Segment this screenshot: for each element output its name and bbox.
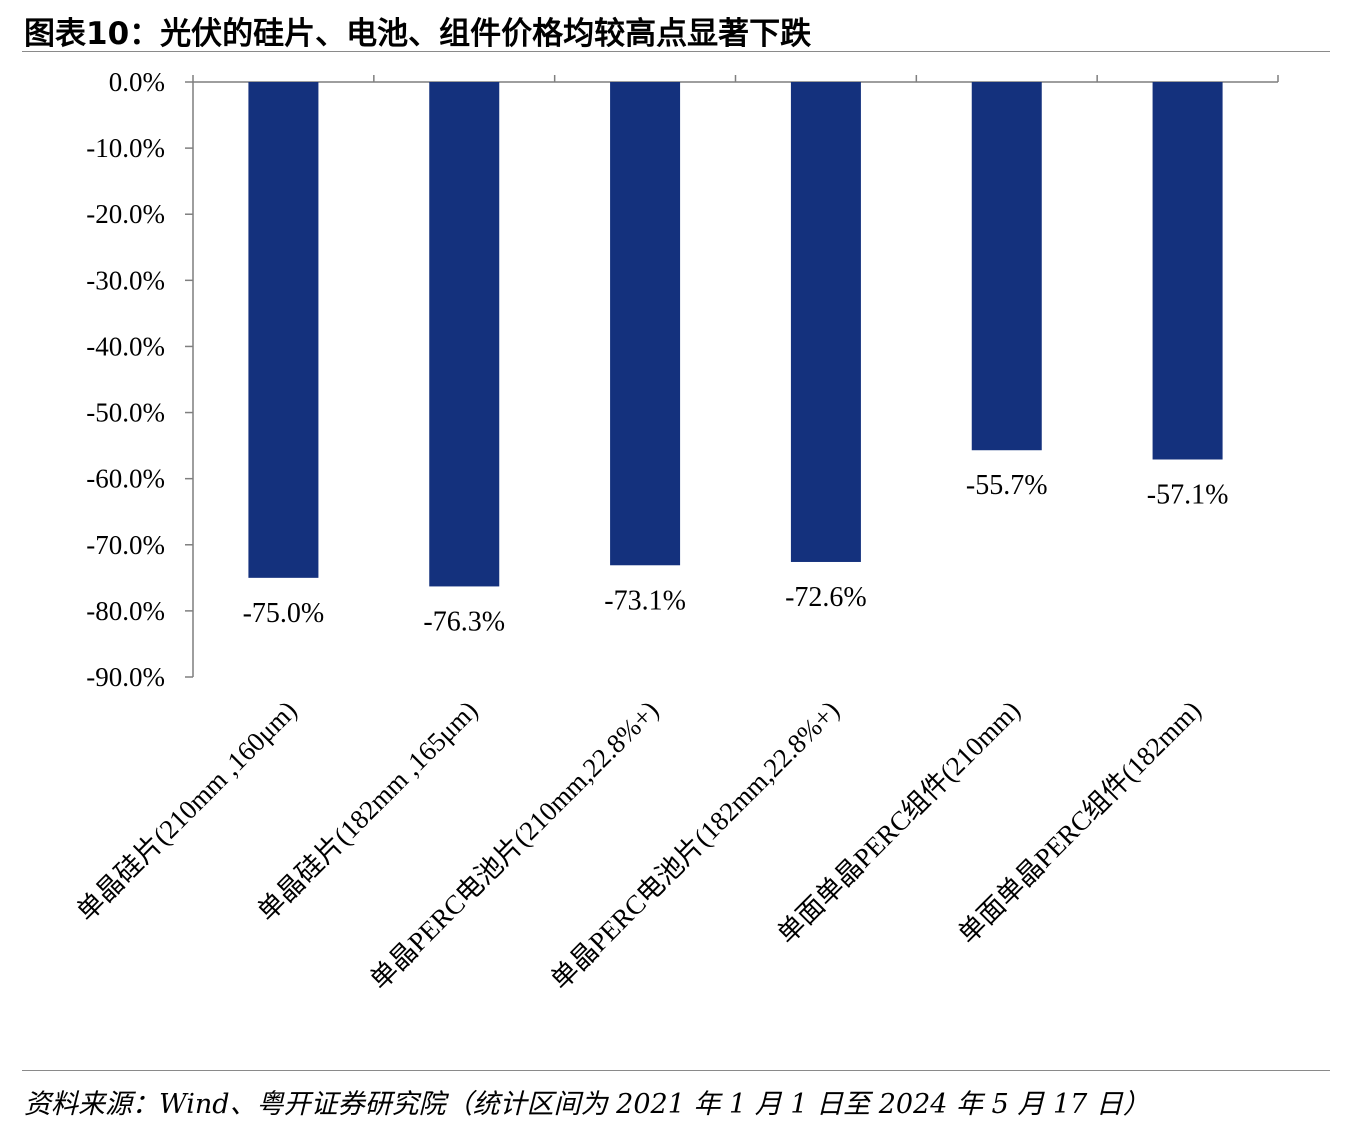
y-tick-label: -80.0% xyxy=(86,596,165,626)
data-label: -73.1% xyxy=(604,585,686,616)
data-label: -75.0% xyxy=(243,598,325,629)
data-label: -76.3% xyxy=(423,606,505,637)
y-tick-label: -90.0% xyxy=(86,662,165,692)
y-tick-label: -60.0% xyxy=(86,464,165,494)
category-label: 单晶PERC电池片(210mm,22.8%+) xyxy=(364,695,664,995)
data-label: -55.7% xyxy=(966,470,1048,501)
bar xyxy=(790,82,861,562)
y-axis: 0.0% -10.0% -20.0% -30.0% -40.0% -50.0% -60.0%… xyxy=(86,67,194,692)
title-divider xyxy=(22,51,1330,52)
bar xyxy=(248,82,319,578)
y-tick-label: 0.0% xyxy=(109,67,165,97)
y-tick-label: -20.0% xyxy=(86,199,165,229)
y-tick-label: -70.0% xyxy=(86,530,165,560)
bar-chart: 0.0% -10.0% -20.0% -30.0% -40.0% -50.0% -60.0%… xyxy=(71,67,1279,995)
data-label: -72.6% xyxy=(785,582,867,613)
source-note: 资料来源：Wind、粤开证券研究院（统计区间为 2021 年 1 月 1 日至 … xyxy=(24,1089,1150,1120)
chart-title: 图表10：光伏的硅片、电池、组件价格均较高点显著下跌 xyxy=(24,16,812,52)
bar xyxy=(971,82,1042,451)
bar xyxy=(429,82,500,587)
bars xyxy=(248,82,1223,587)
data-labels: -75.0% -76.3% -73.1% -72.6% -55.7% -57.1% xyxy=(243,470,1229,637)
y-tick-label: -30.0% xyxy=(86,265,165,295)
category-label: 单晶PERC电池片(182mm,22.8%+) xyxy=(545,695,845,995)
category-labels: 单晶硅片(210mm ,160μm)单晶硅片(182mm ,165μm)单晶PE… xyxy=(71,695,1207,995)
y-tick-label: -50.0% xyxy=(86,398,165,428)
x-axis xyxy=(192,75,1279,83)
bar xyxy=(1152,82,1223,460)
data-label: -57.1% xyxy=(1147,479,1229,510)
y-tick-label: -40.0% xyxy=(86,331,165,361)
bar xyxy=(610,82,681,566)
footer-divider xyxy=(22,1070,1330,1071)
y-tick-label: -10.0% xyxy=(86,133,165,163)
